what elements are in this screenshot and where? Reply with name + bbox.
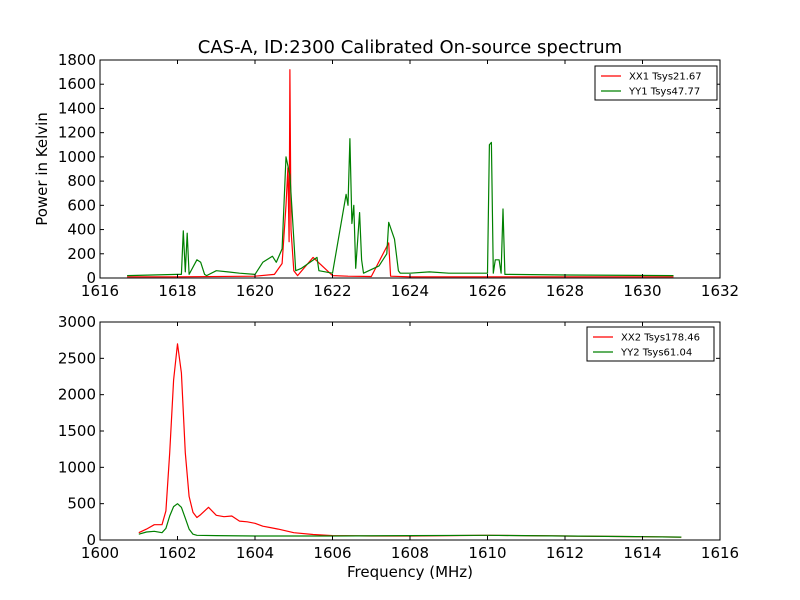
x-tick-label: 1616 xyxy=(701,544,739,562)
chart-title: CAS-A, ID:2300 Calibrated On-source spec… xyxy=(198,37,622,58)
x-tick-label: 1624 xyxy=(391,282,429,300)
legend-label-2: YY2 Tsys61.04 xyxy=(620,348,692,359)
series-line-1 xyxy=(127,69,674,278)
y-tick-label: 1000 xyxy=(58,458,96,476)
y-tick-label: 1500 xyxy=(58,422,96,440)
y-tick-label: 1800 xyxy=(58,51,96,69)
x-tick-label: 1600 xyxy=(81,544,119,562)
legend-box xyxy=(586,326,715,362)
x-tick-label: 1612 xyxy=(546,544,584,562)
y-axis-label: Power in Kelvin xyxy=(33,112,51,226)
y-tick-label: 3000 xyxy=(58,313,96,331)
legend-label-2: YY1 Tsys47.77 xyxy=(628,87,700,98)
y-tick-label: 400 xyxy=(67,221,96,239)
y-tick-label: 0 xyxy=(86,531,96,549)
x-tick-label: 1606 xyxy=(313,544,351,562)
y-tick-label: 200 xyxy=(67,245,96,263)
bottom-plot: 1600 1602 1604 1606 1608 1610 1612 1614 1616 0 500… xyxy=(58,313,739,562)
x-tick-label: 1618 xyxy=(158,282,196,300)
y-tick-label: 2500 xyxy=(58,349,96,367)
y-tick-label: 1000 xyxy=(58,148,96,166)
y-tick-label: 600 xyxy=(67,196,96,214)
x-tick-label: 1628 xyxy=(546,282,584,300)
x-tick-label: 1622 xyxy=(313,282,351,300)
y-tick-label: 1400 xyxy=(58,99,96,117)
y-tick-label: 500 xyxy=(67,495,96,513)
y-tick-label: 2000 xyxy=(58,386,96,404)
legend-label-1: XX2 Tsys178.46 xyxy=(621,333,700,344)
y-tick-label: 1200 xyxy=(58,124,96,142)
x-tick-label: 1626 xyxy=(468,282,506,300)
x-tick-label: 1620 xyxy=(236,282,274,300)
x-tick-label: 1602 xyxy=(158,544,196,562)
top-plot: 1616 1618 1620 1622 1624 1626 1628 1630 1632 0 200… xyxy=(58,51,739,300)
y-tick-label: 800 xyxy=(67,172,96,190)
legend-box xyxy=(594,65,718,101)
x-axis-label: Frequency (MHz) xyxy=(347,563,473,581)
y-tick-label: 0 xyxy=(86,269,96,287)
x-tick-label: 1608 xyxy=(391,544,429,562)
x-tick-label: 1630 xyxy=(623,282,661,300)
x-tick-label: 1604 xyxy=(236,544,274,562)
x-tick-label: 1610 xyxy=(468,544,506,562)
x-tick-label: 1632 xyxy=(701,282,739,300)
series-line-2 xyxy=(127,138,674,277)
y-tick-label: 1600 xyxy=(58,75,96,93)
series-line-2 xyxy=(138,503,682,538)
legend-label-1: XX1 Tsys21.67 xyxy=(629,72,702,83)
x-tick-label: 1616 xyxy=(81,282,119,300)
x-tick-label: 1614 xyxy=(623,544,661,562)
series-line-1 xyxy=(138,343,682,538)
